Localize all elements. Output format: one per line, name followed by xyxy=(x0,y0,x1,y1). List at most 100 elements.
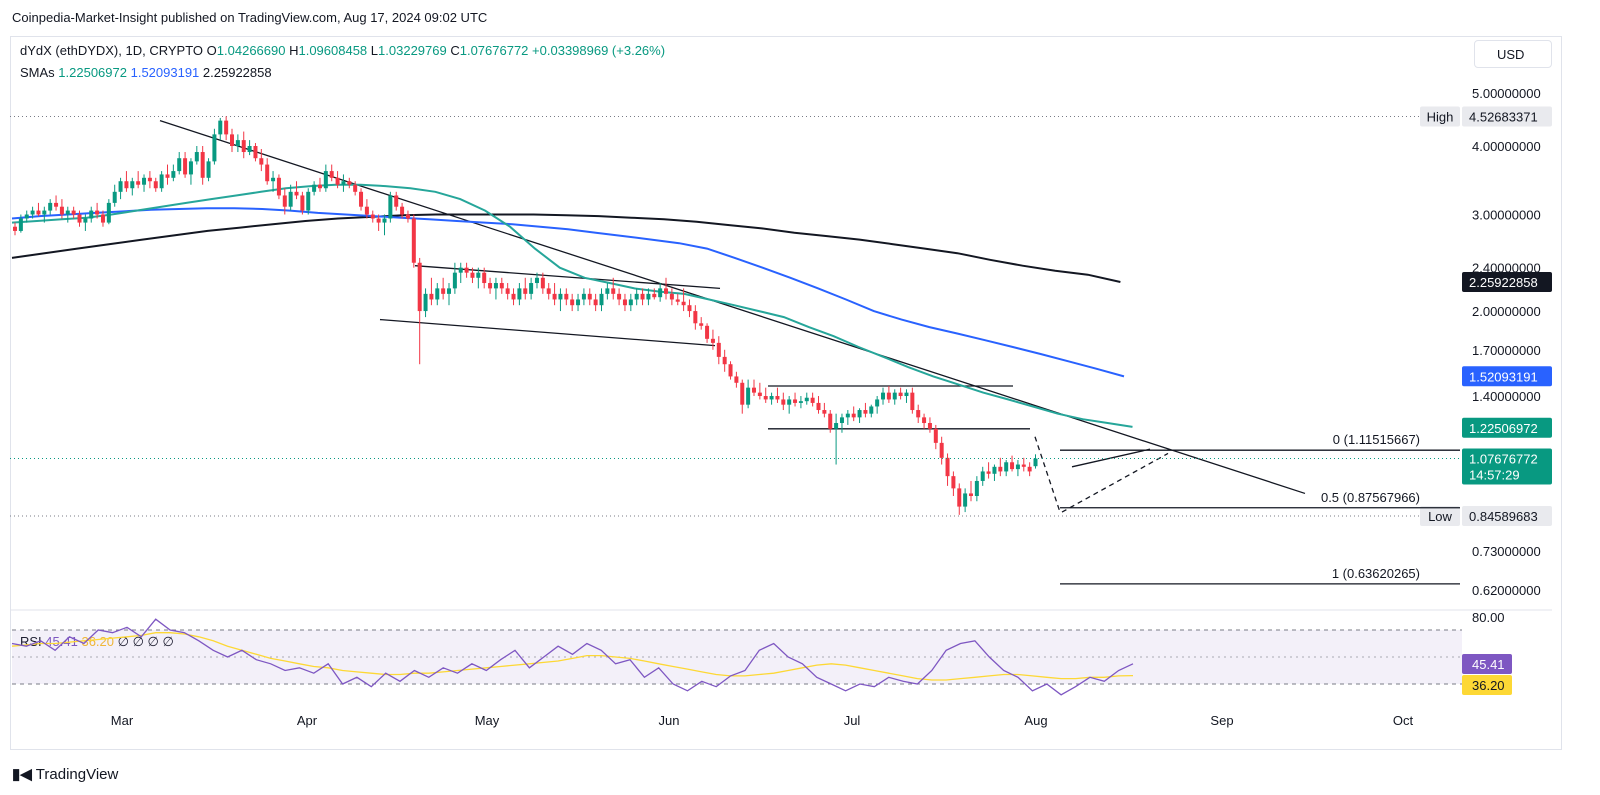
candle-body xyxy=(130,181,135,189)
price-tag xyxy=(1462,366,1552,387)
price-tag-value: 1.07676772 xyxy=(1469,452,1538,467)
candle-body xyxy=(83,218,88,223)
candle-body xyxy=(24,214,29,219)
candle-body xyxy=(1033,458,1038,467)
candle-body xyxy=(986,471,991,474)
candle-body xyxy=(863,410,868,414)
price-tag-value: 1.22506972 xyxy=(1469,421,1538,436)
price-tag xyxy=(1462,417,1552,438)
candle-body xyxy=(992,466,997,474)
candle-body xyxy=(798,401,803,403)
candle-body xyxy=(212,134,217,162)
candle-body xyxy=(611,288,616,294)
candle-body xyxy=(118,181,123,192)
rsi-ma-tag xyxy=(1462,675,1512,695)
candle-body xyxy=(417,262,422,312)
candle-body xyxy=(370,214,375,219)
tv-logo-icon: ▮◀ xyxy=(12,766,32,783)
candle-body xyxy=(42,210,47,215)
candle-body xyxy=(734,376,739,383)
low-tag-label: Low xyxy=(1428,509,1452,524)
candle-body xyxy=(394,195,399,207)
candle-body xyxy=(405,214,410,219)
price-axis-tick: 1.40000000 xyxy=(1472,389,1541,404)
candle-body xyxy=(441,288,446,294)
candle-body xyxy=(622,299,627,306)
candle-body xyxy=(306,191,311,211)
close-label: C xyxy=(450,43,460,58)
candle-body xyxy=(558,293,563,300)
price-tag xyxy=(1462,448,1552,485)
candle-body xyxy=(388,195,393,219)
rsi-legend[interactable]: RSI 45.41 36.20 ∅ ∅ ∅ ∅ xyxy=(20,634,174,650)
candle-body xyxy=(18,218,23,231)
candle-body xyxy=(54,202,59,207)
candle-body xyxy=(282,195,287,207)
x-axis-tick: Jul xyxy=(844,713,861,728)
candle-body xyxy=(276,177,281,196)
candle-body xyxy=(845,413,850,418)
candle-body xyxy=(869,406,874,414)
symbol-label[interactable]: dYdX (ethDYDX), 1D, CRYPTO xyxy=(20,43,204,58)
candle-body xyxy=(617,293,622,300)
price-axis-tick: 0.73000000 xyxy=(1472,544,1541,559)
candle-body xyxy=(317,184,322,189)
candle-body xyxy=(259,158,264,165)
price-axis-tick: 4.00000000 xyxy=(1472,139,1541,154)
price-axis-tick: 2.40000000 xyxy=(1472,261,1541,276)
candle-body xyxy=(183,158,188,175)
wedge-upper-line xyxy=(1071,448,1151,468)
currency-button[interactable]: USD xyxy=(1474,40,1552,68)
candle-body xyxy=(77,214,82,223)
candle-body xyxy=(751,387,756,393)
candle-body xyxy=(834,423,839,429)
candle-body xyxy=(411,218,416,263)
candle-body xyxy=(288,191,293,207)
x-axis-tick: Mar xyxy=(111,713,134,728)
price-axis-tick: 1.70000000 xyxy=(1472,343,1541,358)
candle-body xyxy=(147,177,152,182)
candle-body xyxy=(534,277,539,284)
candle-body xyxy=(951,476,956,489)
rsi-ma-tag-label: 36.20 xyxy=(1472,678,1505,693)
candle-body xyxy=(1010,462,1015,470)
candle-body xyxy=(699,323,704,326)
candle-body xyxy=(593,299,598,306)
open-label: O xyxy=(206,43,217,58)
candle-body xyxy=(529,283,534,294)
candle-body xyxy=(153,181,158,189)
candle-body xyxy=(787,399,792,405)
candle-body xyxy=(546,288,551,294)
candle-body xyxy=(59,206,64,215)
candle-body xyxy=(564,293,569,300)
ohlc-legend: dYdX (ethDYDX), 1D, CRYPTO O1.04266690 H… xyxy=(20,43,665,58)
rsi-ma-line xyxy=(11,632,1134,681)
candle-body xyxy=(30,210,35,215)
fib-level-label: 1 (0.63620265) xyxy=(1332,566,1420,581)
candle-body xyxy=(974,480,979,497)
candle-body xyxy=(224,120,229,135)
rsi-line xyxy=(11,618,1134,696)
candle-body xyxy=(171,171,176,178)
candle-body xyxy=(48,202,53,211)
candle-body xyxy=(294,191,299,196)
candle-body xyxy=(89,210,94,219)
rsi-value: 45.41 xyxy=(45,634,78,649)
candle-body xyxy=(658,288,663,298)
candle-body xyxy=(359,191,364,207)
x-axis-tick: Apr xyxy=(297,713,318,728)
high-value: 1.09608458 xyxy=(298,43,368,58)
rsi-extra-values: ∅ ∅ ∅ ∅ xyxy=(117,634,174,649)
candle-body xyxy=(523,288,528,294)
candle-body xyxy=(499,283,504,289)
candle-body xyxy=(400,206,405,215)
candle-body xyxy=(382,218,387,223)
tradingview-logo[interactable]: ▮◀ TradingView xyxy=(12,765,118,784)
candle-body xyxy=(927,423,932,429)
sma-legend[interactable]: SMAs 1.22506972 1.52093191 2.25922858 xyxy=(20,65,272,80)
price-axis-tick: 2.00000000 xyxy=(1472,304,1541,319)
high-tag xyxy=(1420,106,1460,127)
sma100-value: 1.52093191 xyxy=(130,65,200,80)
candle-body xyxy=(763,396,768,400)
